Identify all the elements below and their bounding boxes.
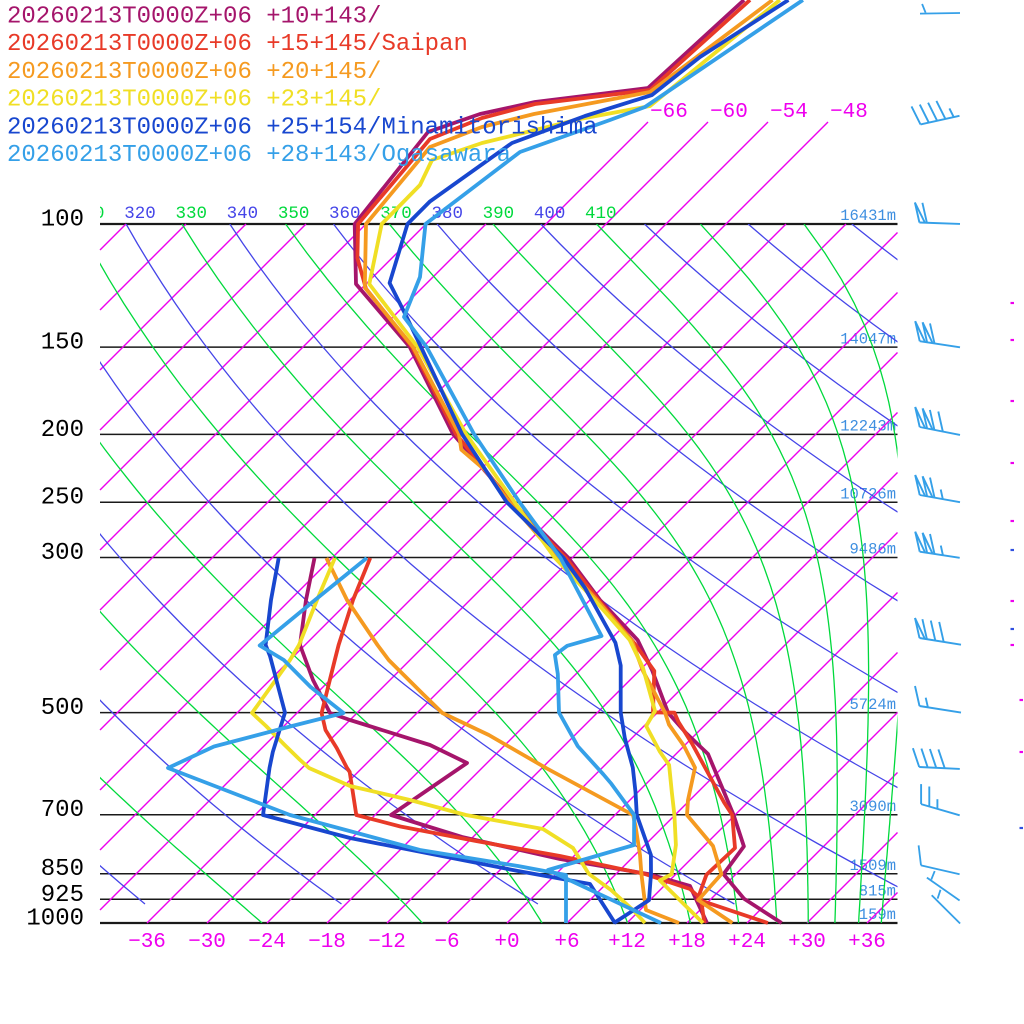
svg-text:300: 300 bbox=[41, 540, 84, 567]
svg-text:5724m: 5724m bbox=[849, 696, 896, 714]
svg-text:815m: 815m bbox=[859, 883, 896, 901]
svg-text:350: 350 bbox=[278, 204, 310, 224]
svg-text:−18: −18 bbox=[308, 931, 346, 954]
svg-text:3090m: 3090m bbox=[849, 798, 896, 816]
svg-text:16431m: 16431m bbox=[840, 207, 896, 225]
svg-text:+30: +30 bbox=[788, 931, 826, 954]
svg-text:200: 200 bbox=[41, 417, 84, 444]
svg-text:400: 400 bbox=[534, 204, 566, 224]
svg-text:925: 925 bbox=[41, 882, 84, 909]
svg-text:−12: −12 bbox=[368, 931, 406, 954]
svg-text:+36: +36 bbox=[848, 931, 886, 954]
svg-text:310: 310 bbox=[73, 204, 105, 224]
svg-text:320: 320 bbox=[124, 204, 156, 224]
svg-text:−48: −48 bbox=[830, 101, 868, 124]
svg-text:20260213T0000Z+06 +25+154/Mina: 20260213T0000Z+06 +25+154/Minamitorishim… bbox=[7, 114, 598, 141]
svg-text:390: 390 bbox=[483, 204, 515, 224]
svg-text:10726m: 10726m bbox=[840, 485, 896, 503]
svg-text:9486m: 9486m bbox=[849, 541, 896, 559]
svg-text:−30: −30 bbox=[188, 931, 226, 954]
svg-text:20260213T0000Z+06 +20+145/: 20260213T0000Z+06 +20+145/ bbox=[7, 59, 381, 86]
svg-text:−24: −24 bbox=[248, 931, 286, 954]
svg-text:1000: 1000 bbox=[26, 906, 84, 933]
svg-text:1509m: 1509m bbox=[849, 857, 896, 875]
svg-text:159m: 159m bbox=[859, 906, 896, 924]
svg-text:−60: −60 bbox=[710, 101, 748, 124]
svg-text:+6: +6 bbox=[554, 931, 579, 954]
svg-text:+12: +12 bbox=[608, 931, 646, 954]
svg-text:500: 500 bbox=[41, 695, 84, 722]
svg-text:150: 150 bbox=[41, 330, 84, 357]
svg-text:14047m: 14047m bbox=[840, 330, 896, 348]
svg-text:20260213T0000Z+06 +15+145/Saip: 20260213T0000Z+06 +15+145/Saipan bbox=[7, 31, 468, 58]
svg-text:12243m: 12243m bbox=[840, 418, 896, 436]
svg-text:410: 410 bbox=[585, 204, 617, 224]
svg-text:20260213T0000Z+06 +10+143/: 20260213T0000Z+06 +10+143/ bbox=[7, 4, 381, 31]
svg-text:+24: +24 bbox=[728, 931, 766, 954]
svg-text:−66: −66 bbox=[650, 101, 688, 124]
svg-text:−54: −54 bbox=[770, 101, 808, 124]
svg-text:20260213T0000Z+06 +28+143/Ogas: 20260213T0000Z+06 +28+143/Ogasawara bbox=[7, 142, 511, 169]
svg-text:−6: −6 bbox=[434, 931, 459, 954]
svg-text:340: 340 bbox=[227, 204, 259, 224]
svg-text:850: 850 bbox=[41, 856, 84, 883]
svg-text:+18: +18 bbox=[668, 931, 706, 954]
svg-text:250: 250 bbox=[41, 485, 84, 512]
svg-text:20260213T0000Z+06 +23+145/: 20260213T0000Z+06 +23+145/ bbox=[7, 87, 381, 114]
svg-text:+0: +0 bbox=[494, 931, 519, 954]
svg-text:380: 380 bbox=[431, 204, 463, 224]
svg-text:700: 700 bbox=[41, 797, 84, 824]
svg-text:−36: −36 bbox=[128, 931, 166, 954]
svg-text:360: 360 bbox=[329, 204, 361, 224]
svg-text:330: 330 bbox=[175, 204, 207, 224]
svg-text:100: 100 bbox=[41, 207, 84, 234]
